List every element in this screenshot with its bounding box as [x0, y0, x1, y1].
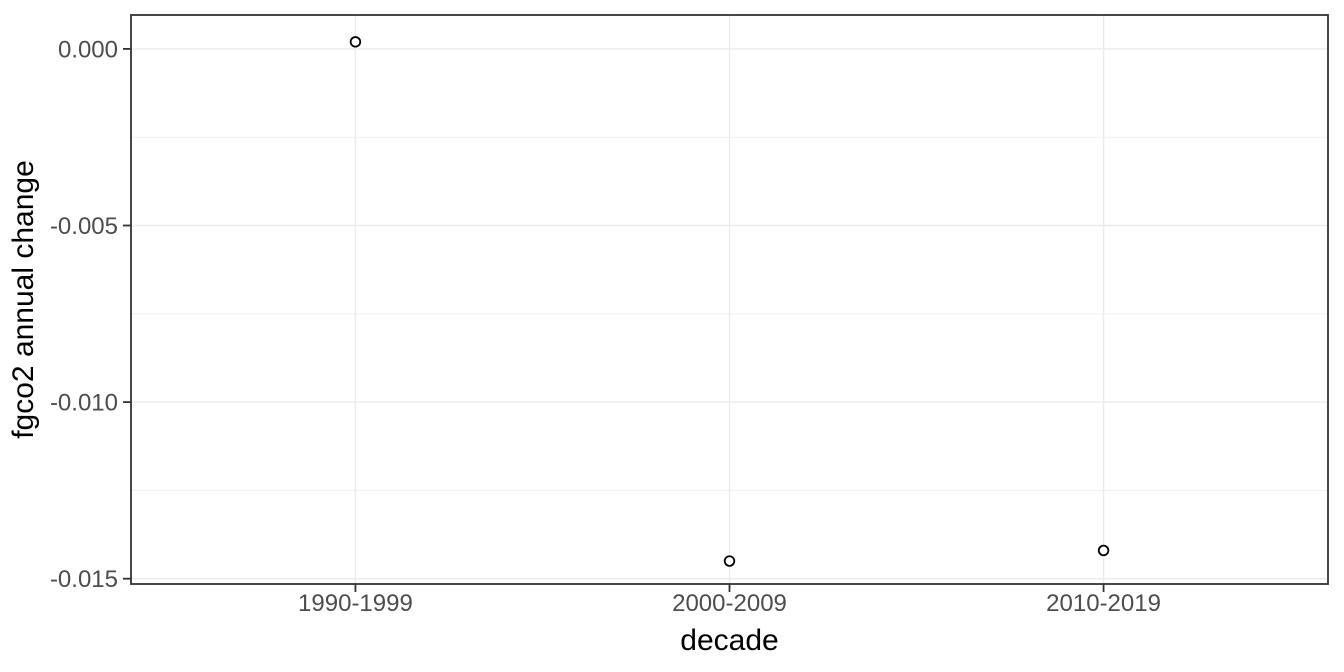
x-tick-label: 2000-2009: [672, 590, 787, 617]
data-point: [723, 555, 736, 567]
y-tick-label: -0.005: [50, 213, 118, 240]
y-tick-label: -0.015: [50, 566, 118, 593]
y-tick-label: 0.000: [58, 36, 118, 63]
chart-layers: 0.000 -0.005 -0.010 -0.015 1990-1999 2000-200…: [50, 14, 1329, 617]
x-tick-label: 1990-1999: [298, 590, 413, 617]
y-tick-label: -0.010: [50, 390, 118, 417]
data-point: [349, 36, 362, 48]
y-axis-title: fgco2 annual change: [7, 160, 40, 439]
x-tick-label: 2010-2019: [1046, 590, 1161, 617]
x-axis-title: decade: [680, 624, 778, 657]
data-point: [1097, 544, 1110, 557]
